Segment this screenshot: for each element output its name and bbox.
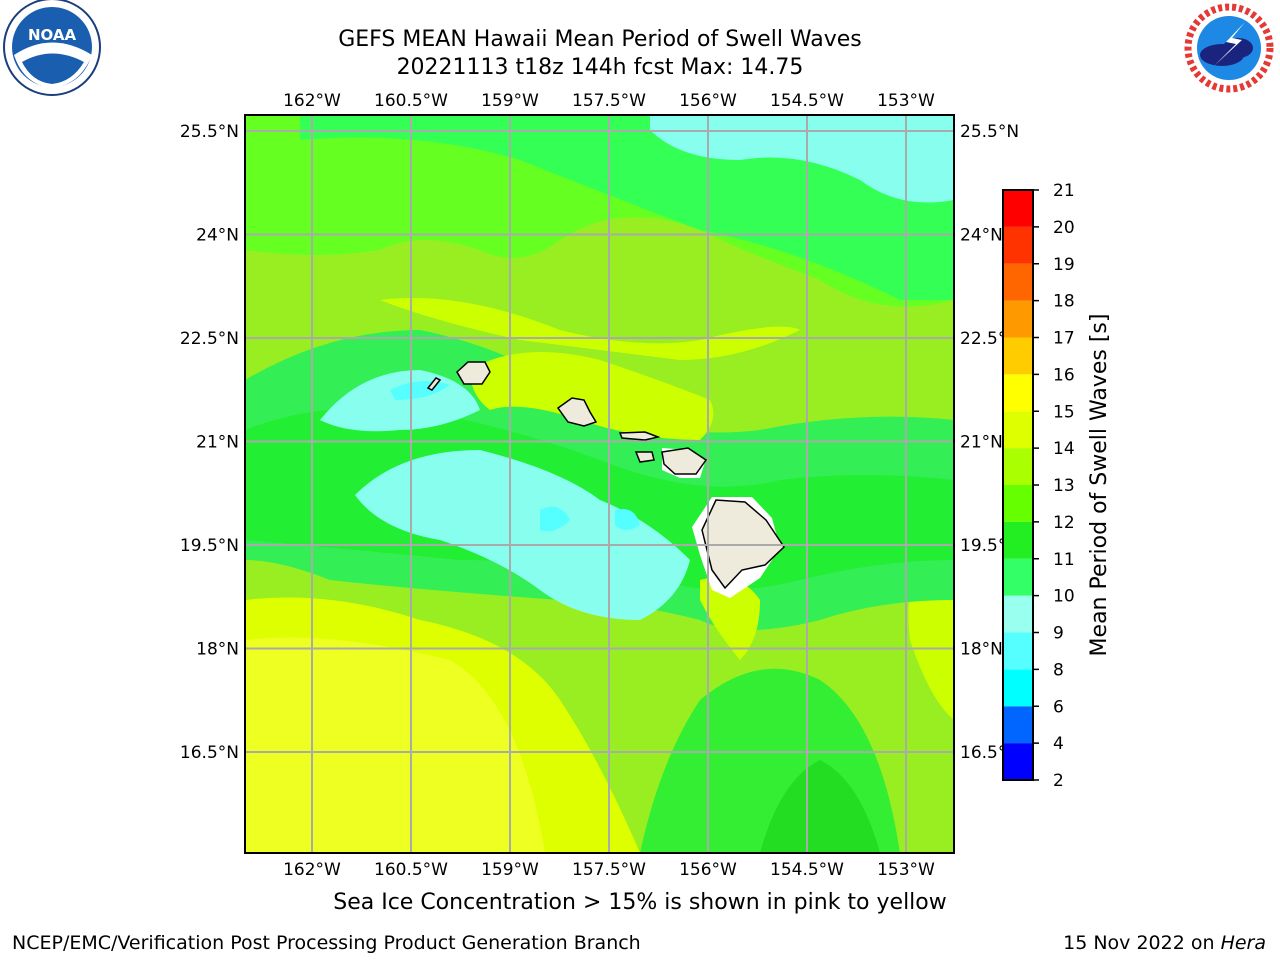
- colorbar-tick-label: 15: [1053, 402, 1075, 422]
- lat-ticks-right: 25.5°N24°N22.5°N21°N19.5°N18°N16.5°N: [960, 122, 1019, 763]
- footer-branch: NCEP/EMC/Verification Post Processing Pr…: [12, 932, 641, 954]
- colorbar-swatch: [1003, 595, 1033, 633]
- lat-tick-label: 18°N: [196, 640, 239, 660]
- colorbar-swatch: [1003, 669, 1033, 707]
- noaa-logo-text: NOAA: [28, 26, 77, 44]
- lon-tick-label: 160.5°W: [374, 860, 448, 880]
- colorbar-tick-label: 18: [1053, 292, 1075, 312]
- lat-tick-label: 25.5°N: [180, 122, 239, 142]
- sea-ice-note: Sea Ice Concentration > 15% is shown in …: [333, 890, 947, 915]
- colorbar-tick-label: 14: [1053, 439, 1075, 459]
- colorbar-tick-label: 20: [1053, 218, 1075, 238]
- lon-tick-label: 159°W: [481, 91, 539, 111]
- colorbar-swatch: [1003, 485, 1033, 522]
- lon-tick-label: 162°W: [283, 860, 341, 880]
- colorbar: [1002, 189, 1034, 781]
- lat-tick-label: 24°N: [196, 226, 239, 246]
- colorbar-swatch: [1003, 632, 1033, 670]
- colorbar-swatch: [1003, 374, 1033, 412]
- chart-subtitle: 20221113 t18z 144h fcst Max: 14.75: [396, 55, 804, 80]
- lat-tick-label: 22.5°N: [180, 329, 239, 349]
- lon-tick-label: 157.5°W: [572, 860, 646, 880]
- colorbar-tick-label: 13: [1053, 476, 1075, 496]
- lon-tick-label: 153°W: [877, 860, 935, 880]
- swell-period-field: [245, 115, 954, 853]
- colorbar-tick-label: 21: [1053, 181, 1075, 201]
- colorbar-swatch: [1003, 706, 1033, 744]
- colorbar-swatch: [1003, 558, 1033, 596]
- lon-tick-label: 153°W: [877, 91, 935, 111]
- colorbar-tick-label: 6: [1053, 697, 1064, 717]
- colorbar-swatch: [1003, 411, 1033, 449]
- lat-ticks-left: 25.5°N 24°N 22.5°N 21°N 19.5°N 18°N 16.5°N: [180, 122, 239, 763]
- colorbar-tick-label: 11: [1053, 550, 1075, 570]
- lon-ticks-top: 162°W 160.5°W 159°W 157.5°W 156°W 154.5°W 153°…: [283, 91, 935, 111]
- footer-host: Hera: [1220, 932, 1266, 954]
- colorbar-label: Mean Period of Swell Waves [s]: [1087, 314, 1112, 657]
- lat-tick-label: 21°N: [960, 433, 1003, 453]
- lat-tick-label: 21°N: [196, 433, 239, 453]
- colorbar-swatch: [1003, 743, 1033, 780]
- lon-tick-label: 160.5°W: [374, 91, 448, 111]
- lat-tick-label: 18°N: [960, 640, 1003, 660]
- lon-tick-label: 154.5°W: [770, 91, 844, 111]
- lon-tick-label: 159°W: [481, 860, 539, 880]
- colorbar-tick-label: 16: [1053, 365, 1075, 385]
- lat-tick-label: 19.5°N: [180, 536, 239, 556]
- colorbar-tick-label: 10: [1053, 587, 1075, 607]
- colorbar-tick-label: 19: [1053, 255, 1075, 275]
- nws-logo: [1183, 2, 1275, 94]
- map-frame: [244, 114, 955, 854]
- noaa-logo: NOAA: [3, 0, 101, 96]
- colorbar-swatch: [1003, 190, 1033, 227]
- colorbar-tick-label: 2: [1053, 771, 1064, 791]
- lon-tick-label: 156°W: [679, 860, 737, 880]
- colorbar-swatch: [1003, 300, 1033, 338]
- colorbar-swatch: [1003, 448, 1033, 485]
- colorbar-tick-label: 12: [1053, 513, 1075, 533]
- lon-tick-label: 157.5°W: [572, 91, 646, 111]
- lon-tick-label: 154.5°W: [770, 860, 844, 880]
- colorbar-tick-label: 17: [1053, 329, 1075, 349]
- footer-date: 15 Nov 2022 on Hera: [1063, 932, 1266, 954]
- lon-tick-label: 162°W: [283, 91, 341, 111]
- colorbar-tick-label: 4: [1053, 734, 1064, 754]
- lon-tick-label: 156°W: [679, 91, 737, 111]
- colorbar-swatch: [1003, 337, 1033, 375]
- colorbar-ticks: 2 4 6 8 9 10 11 12 13 14 15 16 17 18 19 20 21: [1033, 181, 1075, 791]
- colorbar-tick-label: 8: [1053, 660, 1064, 680]
- lon-ticks-bottom: 162°W 160.5°W 159°W 157.5°W 156°W 154.5°W 153°…: [283, 860, 935, 880]
- colorbar-swatch: [1003, 226, 1033, 264]
- colorbar-swatch: [1003, 521, 1033, 559]
- colorbar-tick-label: 9: [1053, 624, 1064, 644]
- map-gridlines: [245, 115, 954, 853]
- lat-tick-label: 24°N: [960, 226, 1003, 246]
- colorbar-swatch: [1003, 263, 1033, 301]
- chart-title: GEFS MEAN Hawaii Mean Period of Swell Wa…: [338, 27, 862, 52]
- lat-tick-label: 16.5°N: [180, 743, 239, 763]
- footer-date-text: 15 Nov 2022 on: [1063, 932, 1221, 954]
- lat-tick-label: 25.5°N: [960, 122, 1019, 142]
